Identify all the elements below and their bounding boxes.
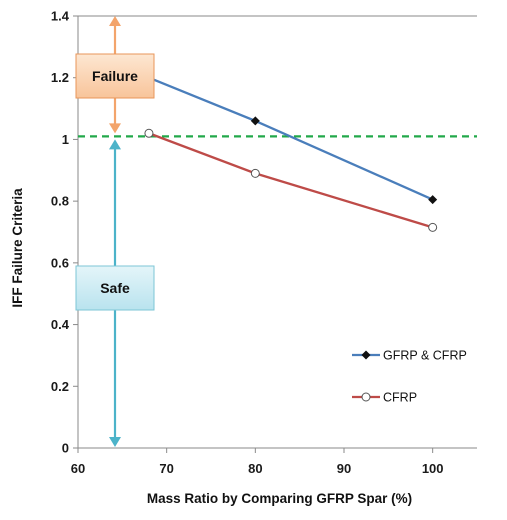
safe-label: Safe [100, 280, 130, 296]
safe-box [75, 265, 155, 311]
x-tick-label: 80 [248, 461, 262, 476]
series-0-point [428, 195, 438, 205]
series-1-point [250, 168, 260, 178]
x-tick-label: 70 [159, 461, 173, 476]
series-0-point [250, 116, 260, 126]
x-tick-label: 100 [422, 461, 444, 476]
y-tick-label: 1.4 [51, 9, 70, 24]
y-tick-label: 1.2 [51, 70, 69, 85]
series-1-point [428, 222, 438, 232]
y-tick-label: 1 [62, 132, 69, 147]
y-tick-label: 0.4 [51, 317, 70, 332]
failure-label: Failure [92, 68, 138, 84]
x-axis-title: Mass Ratio by Comparing GFRP Spar (%) [147, 491, 412, 506]
failure-box [75, 53, 155, 99]
x-tick-label: 90 [337, 461, 351, 476]
y-tick-label: 0 [62, 441, 69, 456]
legend-marker-1 [361, 392, 371, 402]
y-axis-title: IFF Failure Criteria [10, 188, 25, 308]
series-1-point [144, 128, 154, 138]
legend-label-0: GFRP & CFRP [383, 349, 467, 363]
legend-label-1: CFRP [383, 391, 417, 405]
safe-arrow-head-up [109, 139, 121, 150]
x-tick-label: 60 [71, 461, 85, 476]
y-tick-label: 0.6 [51, 255, 69, 270]
y-tick-label: 0.8 [51, 194, 69, 209]
safe-arrow-head-down [109, 437, 121, 447]
y-tick-label: 0.2 [51, 379, 69, 394]
failure-arrow-head-down [109, 123, 121, 134]
failure-arrow-head-up [109, 16, 121, 26]
legend-marker-0 [361, 350, 371, 360]
series-line-0 [148, 76, 434, 201]
